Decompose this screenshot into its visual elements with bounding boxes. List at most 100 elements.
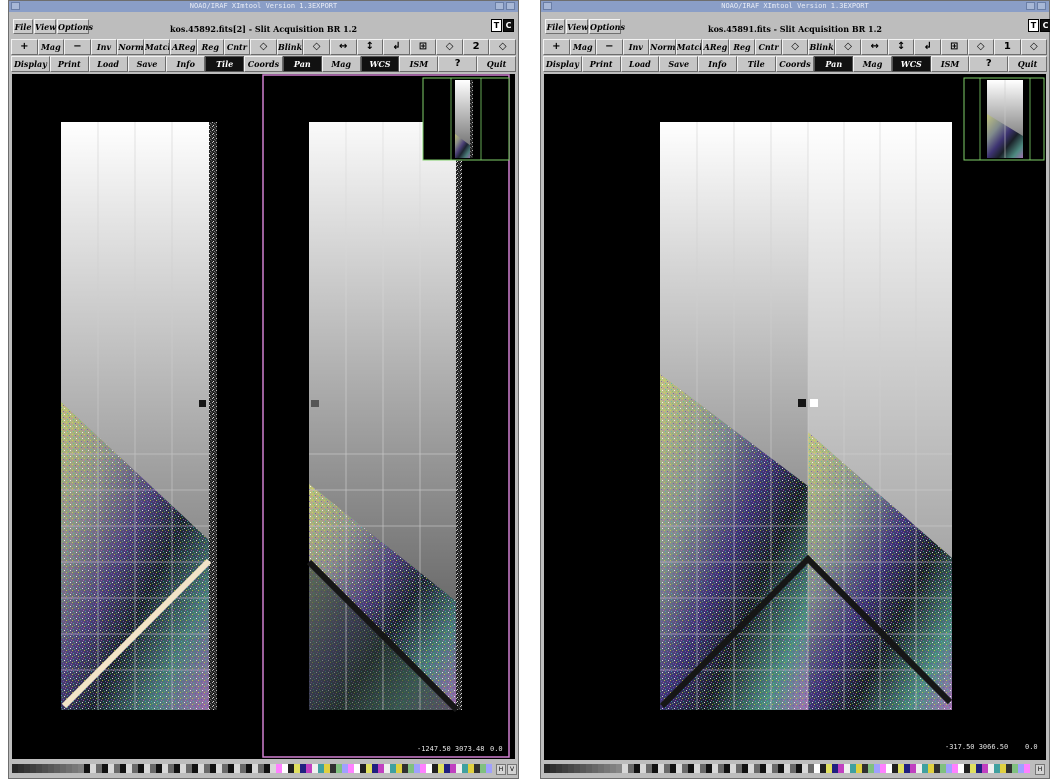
tool-button-12[interactable]: ↔ [861, 39, 888, 55]
menu-view[interactable]: View [34, 19, 56, 34]
save-button[interactable]: Save [127, 56, 167, 72]
toggle-t-button[interactable]: T [1028, 19, 1039, 32]
image-canvas[interactable]: -317.50 3066.50 0.0 [544, 74, 1046, 760]
load-button[interactable]: Load [620, 56, 660, 72]
load-button[interactable]: Load [88, 56, 128, 72]
info-button[interactable]: Info [166, 56, 206, 72]
print-button[interactable]: Print [581, 56, 621, 72]
cursor-coordinates: -1247.50 3073.48 [417, 745, 485, 753]
colorbar[interactable] [12, 764, 492, 773]
tool-button-14[interactable]: ↲ [383, 39, 410, 55]
match-button[interactable]: Match [143, 39, 171, 55]
pan-button[interactable]: Pan [814, 56, 854, 72]
norm-button[interactable]: Norm [117, 39, 144, 55]
frame-tile-right[interactable] [306, 122, 462, 713]
panner-thumbnail[interactable] [422, 77, 510, 161]
menu-view[interactable]: View [566, 19, 588, 34]
window-menu-icon[interactable] [11, 2, 20, 10]
colorbar[interactable] [544, 764, 1032, 773]
menu-file[interactable]: File [545, 19, 565, 34]
toolbar-row-2: Display Print Load Save Info Tile Coords Pan Mag… [11, 56, 516, 72]
minimize-icon[interactable] [1026, 2, 1035, 10]
menu-file[interactable]: File [13, 19, 33, 34]
slit-mask-line-right [306, 559, 460, 713]
mag-button[interactable]: Mag [321, 56, 361, 72]
panner-thumbnail[interactable] [963, 77, 1045, 161]
areg-button[interactable]: AReg [702, 39, 729, 55]
blink-button[interactable]: Blink [276, 39, 304, 55]
coords-button[interactable]: Coords [775, 56, 815, 72]
cntr-button[interactable]: Cntr [223, 39, 251, 55]
tool-button-14[interactable]: ↲ [914, 39, 941, 55]
tool-button-9[interactable]: ◇ [781, 39, 809, 55]
1-button[interactable]: 1 [994, 39, 1021, 55]
mag-button[interactable]: Mag [37, 39, 65, 55]
tool-button-0[interactable]: + [11, 39, 38, 55]
image-canvas[interactable]: -1247.50 3073.48 0.0 [12, 74, 515, 759]
tool-button-15[interactable]: ⊞ [940, 39, 968, 55]
tool-button-16[interactable]: ◇ [436, 39, 463, 55]
cntr-button[interactable]: Cntr [755, 39, 782, 55]
2-button[interactable]: 2 [462, 39, 490, 55]
tile-button[interactable]: Tile [205, 56, 245, 72]
tool-button-2[interactable]: − [64, 39, 91, 55]
frame-tile-left[interactable] [61, 122, 217, 710]
inv-button[interactable]: Inv [622, 39, 650, 55]
print-button[interactable]: Print [49, 56, 89, 72]
wcs-button[interactable]: WCS [891, 56, 931, 72]
info-button[interactable]: Info [698, 56, 737, 72]
tool-button-18[interactable]: ◇ [489, 39, 516, 55]
scroll-h-button[interactable]: H [496, 764, 506, 775]
maximize-icon[interactable] [506, 2, 515, 10]
quit-button[interactable]: Quit [477, 56, 516, 72]
coords-button[interactable]: Coords [244, 56, 283, 72]
tool-button-11[interactable]: ? [969, 56, 1009, 72]
reg-button[interactable]: Reg [728, 39, 756, 55]
tool-button-9[interactable]: ◇ [250, 39, 277, 55]
mag-button[interactable]: Mag [569, 39, 597, 55]
tool-button-0[interactable]: + [543, 39, 570, 55]
tool-button-13[interactable]: ↕ [356, 39, 384, 55]
tool-button-15[interactable]: ⊞ [409, 39, 437, 55]
quit-button[interactable]: Quit [1008, 56, 1047, 72]
maximize-icon[interactable] [1037, 2, 1046, 10]
frame-image[interactable] [659, 122, 953, 710]
display-button[interactable]: Display [11, 56, 50, 72]
menu-options[interactable]: Options [589, 19, 625, 34]
minimize-icon[interactable] [495, 2, 504, 10]
window-titlebar[interactable]: NOAO/IRAF XImtool Version 1.3EXPORT [9, 1, 518, 12]
tool-button-11[interactable]: ◇ [834, 39, 862, 55]
tile-button[interactable]: Tile [736, 56, 776, 72]
tool-button-13[interactable]: ↕ [887, 39, 915, 55]
window-titlebar[interactable]: NOAO/IRAF XImtool Version 1.3EXPORT [541, 1, 1049, 12]
tiled-frames [61, 74, 510, 758]
tool-button-11[interactable]: ◇ [303, 39, 330, 55]
norm-button[interactable]: Norm [649, 39, 676, 55]
slit-mask-vee [659, 554, 953, 709]
scroll-v-button[interactable]: V [507, 764, 517, 775]
reg-button[interactable]: Reg [197, 39, 224, 55]
pan-button[interactable]: Pan [282, 56, 322, 72]
ism-button[interactable]: ISM [930, 56, 970, 72]
areg-button[interactable]: AReg [170, 39, 198, 55]
save-button[interactable]: Save [659, 56, 699, 72]
tool-button-18[interactable]: ◇ [1020, 39, 1048, 55]
tool-button-16[interactable]: ◇ [967, 39, 995, 55]
tool-button-2[interactable]: − [596, 39, 623, 55]
toggle-c-button[interactable]: C [1040, 19, 1050, 32]
tool-button-12[interactable]: ↔ [329, 39, 357, 55]
inv-button[interactable]: Inv [90, 39, 118, 55]
tool-button-11[interactable]: ? [438, 56, 478, 72]
scroll-h-button[interactable]: H [1035, 764, 1045, 775]
blink-button[interactable]: Blink [808, 39, 835, 55]
window-menu-icon[interactable] [543, 2, 552, 10]
mag-button[interactable]: Mag [853, 56, 892, 72]
menu-options[interactable]: Options [57, 19, 93, 34]
wcs-button[interactable]: WCS [360, 56, 400, 72]
toggle-c-button[interactable]: C [503, 19, 514, 32]
ism-button[interactable]: ISM [399, 56, 439, 72]
frame-title: kos.45891.fits - Slit Acquisition BR 1.2 [708, 24, 882, 34]
match-button[interactable]: Match [675, 39, 703, 55]
toggle-t-button[interactable]: T [491, 19, 502, 32]
display-button[interactable]: Display [543, 56, 582, 72]
